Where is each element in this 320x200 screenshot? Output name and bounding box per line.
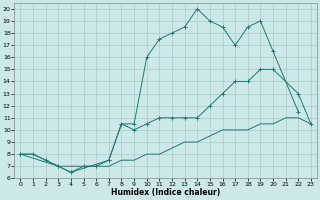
X-axis label: Humidex (Indice chaleur): Humidex (Indice chaleur) — [111, 188, 220, 197]
